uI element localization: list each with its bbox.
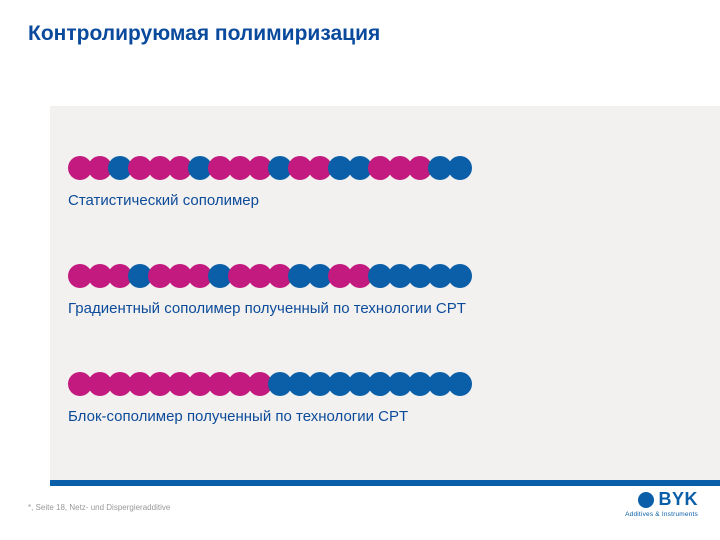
- polymer-chain-1: [68, 156, 472, 180]
- polymer-chain-3: [68, 372, 472, 396]
- bead-blue: [448, 156, 472, 180]
- polymer-label-1: Статистический сополимер: [68, 192, 259, 209]
- brand-logo: BYK Additives & Instruments: [625, 489, 698, 518]
- slide: Контролируюмая полимиризация Статистичес…: [0, 0, 720, 540]
- polymer-label-2: Градиентный сополимер полученный по техн…: [68, 300, 466, 317]
- logo-bullet-icon: [638, 492, 654, 508]
- accent-bar: [50, 480, 720, 486]
- logo-text: BYK: [658, 489, 698, 510]
- logo-subtext: Additives & Instruments: [625, 511, 698, 518]
- polymer-label-3: Блок-сополимер полученный по технологии …: [68, 408, 408, 425]
- footer-text: *, Seite 18, Netz- und Dispergieradditiv…: [28, 503, 170, 512]
- bead-blue: [448, 264, 472, 288]
- content-block: Статистический сополимер Градиентный соп…: [50, 106, 720, 480]
- bead-blue: [448, 372, 472, 396]
- polymer-chain-2: [68, 264, 472, 288]
- logo-main-row: BYK: [625, 489, 698, 510]
- slide-title: Контролируюмая полимиризация: [28, 22, 380, 46]
